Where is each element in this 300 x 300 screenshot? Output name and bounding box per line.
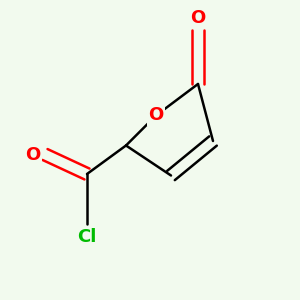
Text: O: O xyxy=(190,9,206,27)
Text: O: O xyxy=(26,146,40,164)
Text: Cl: Cl xyxy=(77,228,97,246)
Text: O: O xyxy=(148,106,164,124)
